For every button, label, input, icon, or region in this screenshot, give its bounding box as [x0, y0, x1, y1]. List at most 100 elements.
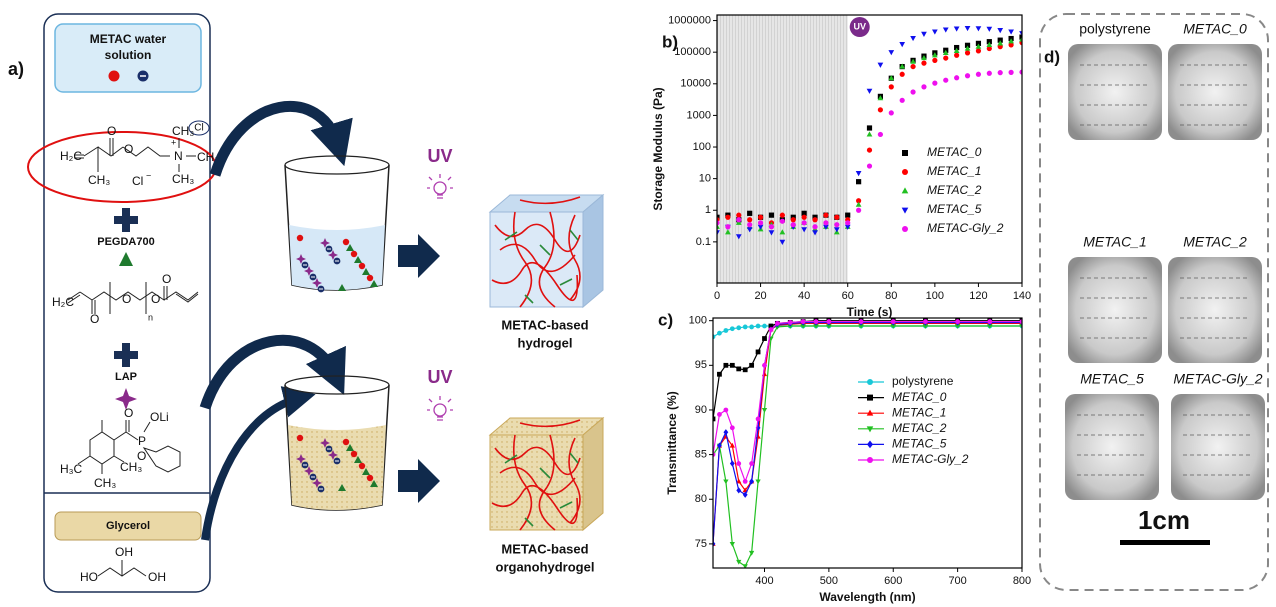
- data-point: [954, 44, 960, 51]
- uv-bulb: [427, 174, 453, 421]
- data-point: [964, 73, 971, 79]
- data-point: [787, 320, 793, 325]
- data-point: [742, 564, 748, 568]
- data-point: [845, 220, 851, 226]
- y-tick-label: 0.1: [696, 236, 711, 248]
- atom-label: N: [174, 149, 183, 163]
- data-point: [736, 487, 742, 494]
- particle: [320, 438, 330, 448]
- particle: [338, 484, 346, 491]
- data-point: [723, 429, 729, 436]
- panel-a: a) METAC water solution Cl H₂C CH₃ O O N…: [8, 13, 605, 593]
- data-point: [942, 27, 949, 33]
- x-tick-label: 600: [884, 575, 902, 587]
- particle: [328, 250, 338, 260]
- atom-label: O: [124, 142, 133, 156]
- data-point: [1019, 31, 1022, 37]
- y-tick-label: 100000: [674, 46, 711, 58]
- particle: [354, 256, 362, 263]
- y-tick-label: 75: [695, 538, 707, 550]
- data-point: [997, 28, 1004, 34]
- data-point: [742, 478, 748, 484]
- y-axis-label: Transmittance (%): [665, 391, 679, 494]
- data-point: [1019, 36, 1022, 42]
- data-point: [834, 222, 840, 228]
- data-point: [877, 62, 884, 68]
- data-point: [975, 71, 982, 77]
- data-point: [932, 80, 938, 86]
- data-point: [899, 42, 906, 48]
- data-point: [747, 217, 753, 223]
- data-point: [953, 26, 960, 32]
- data-point: [749, 324, 755, 330]
- scale-bar: [1120, 540, 1210, 545]
- y-tick-label: 100: [693, 141, 711, 153]
- counterion-label: Cl: [194, 123, 203, 134]
- data-point: [823, 224, 829, 230]
- panel-label: d): [1044, 47, 1060, 66]
- plot-area: [713, 318, 1022, 568]
- data-point: [736, 366, 742, 372]
- data-point: [943, 77, 949, 83]
- y-tick-label: 95: [695, 359, 707, 371]
- legend-label: METAC_5: [927, 202, 982, 216]
- component-frame: [43, 13, 211, 593]
- particles: [296, 234, 378, 493]
- data-point: [910, 58, 916, 64]
- legend-label: METAC_5: [892, 437, 947, 451]
- x-axis-label: Time (s): [847, 305, 893, 319]
- x-tick-label: 120: [969, 290, 987, 302]
- particle: [328, 450, 338, 460]
- chart: c) 400 500 600 700 800 75 80 85 90 95 100 Wavelength…: [658, 310, 1031, 604]
- hydrogel-cube: [488, 193, 605, 309]
- data-point: [858, 324, 864, 329]
- product-label: METAC-based: [501, 541, 588, 556]
- data-point: [954, 324, 961, 329]
- data-point: [729, 425, 735, 431]
- data-point: [888, 50, 895, 56]
- initiator-icon: [115, 388, 137, 410]
- data-point: [723, 407, 729, 413]
- sample-label: METAC_2: [1183, 234, 1247, 250]
- monomer-highlight: [27, 131, 217, 203]
- sample-photo: [1171, 394, 1265, 500]
- beaker: [284, 375, 390, 511]
- data-point: [902, 150, 908, 156]
- data-point: [736, 559, 742, 565]
- particle: [370, 480, 378, 487]
- solution-label: solution: [105, 48, 152, 62]
- sample-photo: [1065, 394, 1159, 500]
- x-tick-label: 100: [926, 290, 944, 302]
- atom-label: O: [151, 292, 160, 306]
- atom-label: O: [162, 272, 171, 286]
- scale-bar-label: 1cm: [1138, 505, 1190, 535]
- data-point: [746, 227, 753, 233]
- plot-frame: [716, 14, 1023, 284]
- data-point: [812, 217, 818, 223]
- x-axis-label: Wavelength (nm): [819, 590, 915, 604]
- atom-label: OLi: [150, 410, 169, 424]
- data-point: [921, 84, 927, 90]
- sample-photo: [1168, 257, 1262, 363]
- data-point: [768, 212, 775, 218]
- block-arrow: [398, 459, 440, 503]
- cation-icon: [108, 70, 120, 82]
- sample-label: polystyrene: [1079, 21, 1151, 37]
- data-point: [801, 220, 807, 226]
- legend-label: METAC_0: [927, 145, 982, 159]
- atom-label: P: [138, 434, 146, 448]
- data-point: [890, 319, 896, 324]
- data-point: [779, 218, 785, 224]
- data-point: [858, 319, 864, 324]
- x-tick-label: 800: [1013, 575, 1031, 587]
- x-tick-label: 0: [714, 290, 720, 302]
- data-point: [717, 230, 720, 236]
- y-tick-label: 80: [695, 493, 707, 505]
- particle: [304, 266, 314, 276]
- atom-label: CH₃: [172, 172, 194, 186]
- data-point: [899, 63, 906, 69]
- data-point: [888, 110, 894, 116]
- particle: [350, 250, 358, 258]
- sample-photo: [1168, 44, 1262, 140]
- data-point: [768, 224, 775, 230]
